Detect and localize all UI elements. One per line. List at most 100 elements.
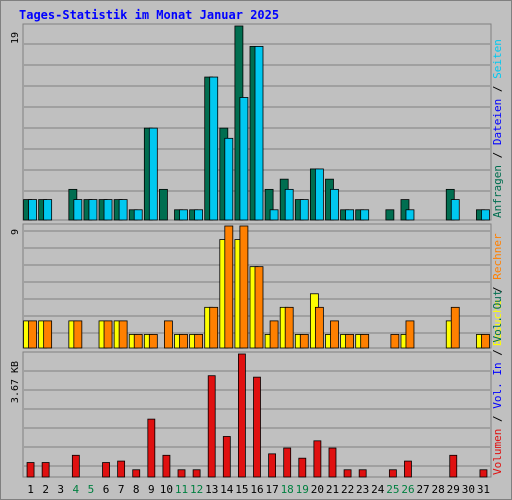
bar-sites-day-8 (133, 334, 143, 349)
bar-sites-day-26 (405, 320, 415, 349)
bar-files-day-26 (405, 209, 415, 221)
x-tick-label: 17 (265, 483, 278, 496)
bar-kbytes-day-11 (177, 469, 186, 478)
bar-files-day-16 (254, 46, 264, 221)
bar-kbytes-day-1 (26, 462, 35, 478)
panel-volume-legend: Volumen / Vol. In / Vol. Out (491, 290, 504, 475)
bar-files-day-22 (345, 209, 354, 221)
x-tick-label: 15 (235, 483, 248, 496)
bar-kbytes-day-20 (313, 440, 322, 478)
x-tick-label: 8 (133, 483, 140, 496)
x-tick-label: 9 (148, 483, 155, 496)
bar-kbytes-day-14 (222, 436, 231, 478)
x-tick-label: 1 (27, 483, 34, 496)
bar-kbytes-day-10 (162, 454, 171, 478)
x-tick-label: 22 (341, 483, 354, 496)
x-tick-label: 4 (73, 483, 80, 496)
bar-sites-day-11 (179, 334, 188, 349)
x-tick-label: 11 (175, 483, 188, 496)
bar-sites-day-12 (194, 334, 204, 349)
x-tick-label: 13 (205, 483, 218, 496)
bar-files-day-9 (148, 127, 158, 221)
panel-requests-legend: Anfragen / Dateien / Seiten (491, 39, 504, 218)
bar-kbytes-day-16 (253, 376, 261, 478)
bar-files-day-15 (239, 97, 249, 221)
bar-sites-day-21 (330, 320, 339, 349)
bar-kbytes-day-19 (298, 457, 307, 478)
panel-volume-ymax-label: 3.67 KB (10, 361, 21, 403)
x-tick-label: 5 (88, 483, 95, 496)
bar-sites-day-17 (269, 320, 279, 349)
bar-sites-day-15 (239, 225, 249, 349)
bar-files-day-4 (73, 199, 83, 221)
bar-kbytes-day-25 (388, 469, 397, 478)
bar-sites-day-20 (314, 306, 324, 349)
x-tick-label: 26 (401, 483, 414, 496)
bar-sites-day-31 (481, 334, 490, 349)
panel-requests-ymax-label: 19 (10, 32, 21, 44)
bar-kbytes-day-23 (358, 469, 367, 478)
x-tick-label: 29 (447, 483, 460, 496)
x-tick-label: 31 (477, 483, 490, 496)
bar-files-day-7 (118, 199, 128, 221)
bar-files-day-13 (209, 76, 219, 221)
bar-kbytes-day-8 (132, 469, 141, 478)
x-tick-label: 10 (160, 483, 173, 496)
bar-files-day-23 (360, 209, 370, 221)
bar-kbytes-day-22 (343, 469, 352, 478)
legend-anfragen: Anfragen (491, 165, 504, 218)
x-tick-label: 24 (371, 483, 385, 496)
bar-hits-day-17 (264, 188, 274, 221)
bar-sites-day-7 (118, 320, 128, 349)
bar-files-day-19 (299, 199, 309, 221)
bar-files-day-14 (224, 137, 234, 221)
bar-files-day-1 (28, 199, 37, 221)
x-tick-label: 7 (118, 483, 125, 496)
panel-visits-ymax-label: 9 (10, 229, 21, 235)
x-tick-label: 19 (296, 483, 309, 496)
bar-kbytes-day-12 (192, 469, 201, 478)
bar-kbytes-day-31 (479, 469, 488, 478)
bar-files-day-31 (481, 209, 490, 221)
legend-vol-out: Vol. Out (491, 290, 504, 343)
bar-files-day-17 (269, 209, 279, 221)
bar-files-day-5 (88, 199, 98, 221)
bar-kbytes-day-2 (41, 462, 50, 478)
bar-sites-day-9 (148, 334, 158, 349)
chart-title: Tages-Statistik im Monat Januar 2025 (19, 8, 280, 22)
x-tick-label: 25 (386, 483, 399, 496)
bar-files-day-20 (314, 168, 324, 221)
bar-kbytes-day-6 (102, 462, 110, 478)
bar-sites-day-2 (43, 320, 53, 349)
x-tick-label: 18 (281, 483, 294, 496)
bar-hits-day-10 (159, 188, 168, 221)
bar-kbytes-day-7 (117, 460, 126, 478)
bar-sites-day-19 (299, 334, 309, 349)
bar-kbytes-day-21 (328, 447, 337, 478)
x-tick-label: 12 (190, 483, 203, 496)
bar-sites-day-18 (284, 306, 294, 349)
bar-sites-day-13 (209, 306, 219, 349)
bar-sites-day-16 (254, 266, 264, 349)
x-tick-label: 21 (326, 483, 339, 496)
bar-sites-day-29 (450, 306, 460, 349)
bar-files-day-21 (330, 188, 339, 221)
x-tick-label: 28 (432, 483, 445, 496)
x-tick-label: 6 (103, 483, 110, 496)
bar-sites-day-25 (390, 334, 400, 349)
x-tick-label: 16 (250, 483, 263, 496)
bar-files-day-11 (179, 209, 188, 221)
x-tick-label: 2 (42, 483, 49, 496)
bar-files-day-6 (103, 199, 113, 221)
bar-kbytes-day-26 (404, 460, 412, 478)
x-tick-label: 23 (356, 483, 369, 496)
x-tick-label: 3 (57, 483, 64, 496)
panel-visits-legend: Besuche / Rechner (491, 233, 504, 346)
bar-kbytes-day-15 (238, 353, 246, 478)
x-tick-label: 20 (311, 483, 324, 496)
bar-sites-day-10 (164, 320, 173, 349)
legend-volumen: Volumen (491, 429, 504, 475)
bar-files-day-12 (194, 209, 204, 221)
legend-dateien: Dateien (491, 99, 504, 145)
